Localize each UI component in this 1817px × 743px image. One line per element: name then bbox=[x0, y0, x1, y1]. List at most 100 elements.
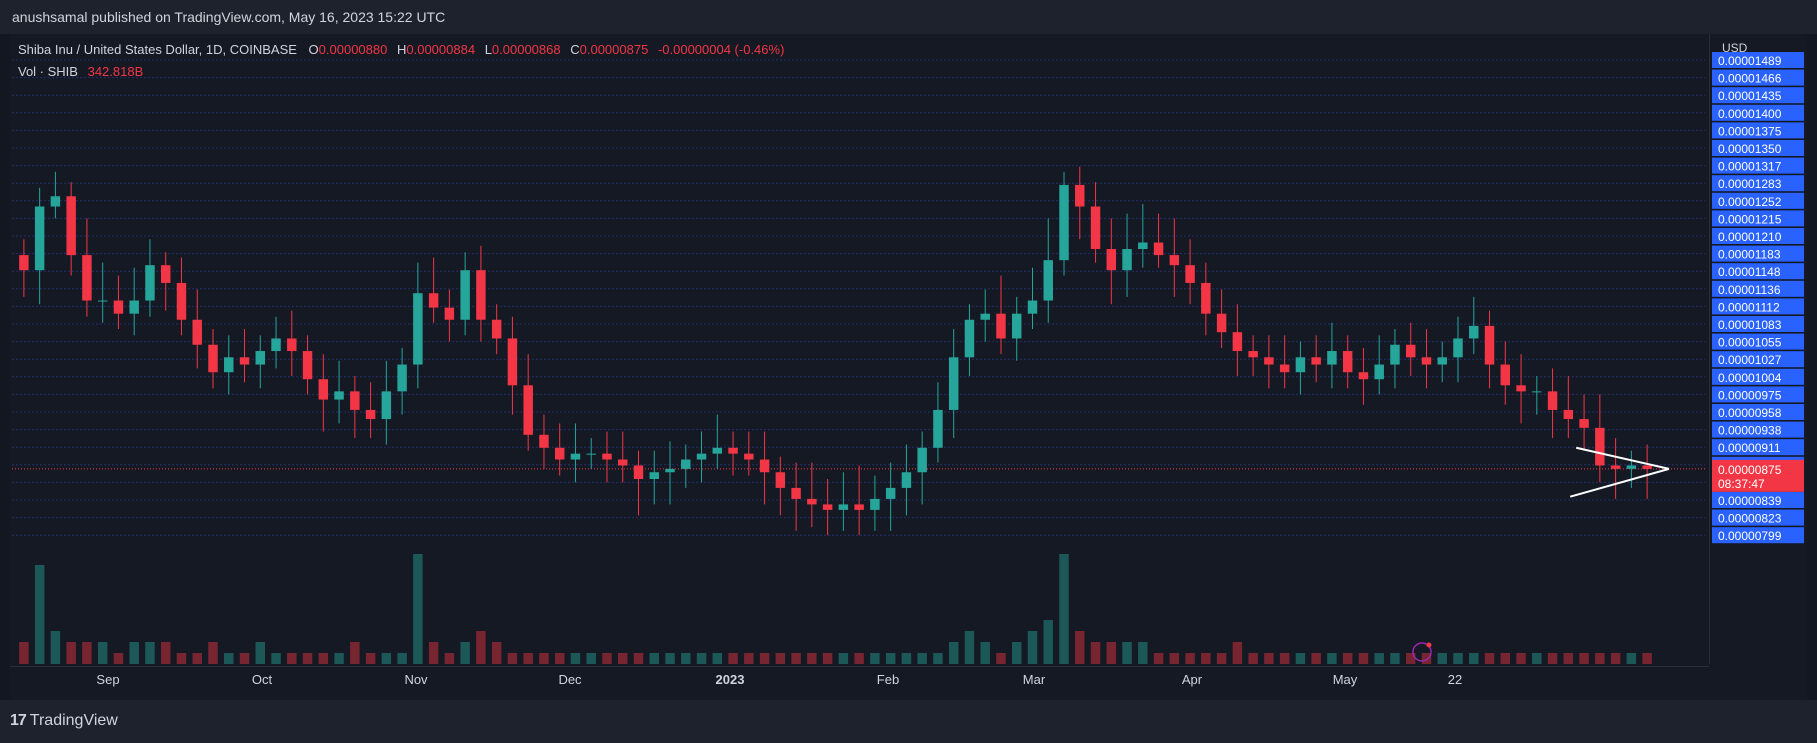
volume-legend[interactable]: Vol · SHIB 342.818B bbox=[18, 64, 143, 79]
candle-body[interactable] bbox=[1579, 419, 1589, 428]
candle-body[interactable] bbox=[1153, 242, 1164, 256]
candle-body[interactable] bbox=[933, 409, 943, 448]
candle-body[interactable] bbox=[1547, 391, 1558, 410]
candle-body[interactable] bbox=[1626, 465, 1637, 469]
candle-body[interactable] bbox=[554, 447, 565, 460]
candle-body[interactable] bbox=[334, 391, 344, 400]
candle-body[interactable] bbox=[444, 307, 455, 320]
symbol-title[interactable]: Shiba Inu / United States Dollar, 1D, CO… bbox=[18, 42, 297, 57]
candle-body[interactable] bbox=[476, 270, 486, 320]
candle-body[interactable] bbox=[681, 459, 691, 469]
candle-body[interactable] bbox=[1012, 313, 1022, 339]
candle-body[interactable] bbox=[1279, 364, 1290, 373]
candle-body[interactable] bbox=[208, 344, 218, 373]
candle-body[interactable] bbox=[996, 313, 1006, 339]
candle-body[interactable] bbox=[1516, 385, 1526, 392]
candle-body[interactable] bbox=[1405, 344, 1416, 358]
candle-body[interactable] bbox=[586, 453, 596, 455]
candle-body[interactable] bbox=[1642, 465, 1652, 469]
candle-body[interactable] bbox=[1264, 357, 1274, 365]
candle-body[interactable] bbox=[948, 357, 959, 410]
candle-body[interactable] bbox=[397, 364, 407, 392]
candle-body[interactable] bbox=[428, 293, 439, 308]
candle-body[interactable] bbox=[728, 447, 738, 454]
lightning-icon[interactable] bbox=[1412, 642, 1432, 662]
candle-body[interactable] bbox=[460, 270, 470, 320]
candle-body[interactable] bbox=[1469, 325, 1479, 339]
candle-body[interactable] bbox=[1106, 249, 1117, 271]
candle-body[interactable] bbox=[539, 434, 549, 448]
candle-body[interactable] bbox=[602, 453, 612, 460]
candle-body[interactable] bbox=[1595, 427, 1605, 466]
candle-body[interactable] bbox=[1421, 357, 1432, 365]
candle-body[interactable] bbox=[901, 472, 912, 488]
candle-body[interactable] bbox=[1327, 351, 1337, 365]
candle-body[interactable] bbox=[255, 351, 266, 365]
candle-body[interactable] bbox=[1358, 372, 1369, 380]
triangle-upper-line[interactable] bbox=[1575, 446, 1670, 470]
candle-body[interactable] bbox=[1059, 184, 1069, 261]
candle-body[interactable] bbox=[822, 504, 833, 510]
candle-body[interactable] bbox=[1563, 409, 1574, 420]
candle-body[interactable] bbox=[980, 313, 990, 320]
candle-body[interactable] bbox=[1248, 351, 1258, 358]
candle-body[interactable] bbox=[1201, 282, 1211, 314]
candle-body[interactable] bbox=[1437, 357, 1447, 365]
candle-body[interactable] bbox=[1169, 255, 1180, 266]
candle-body[interactable] bbox=[1185, 265, 1195, 283]
candle-body[interactable] bbox=[1232, 332, 1243, 352]
symbol-legend[interactable]: Shiba Inu / United States Dollar, 1D, CO… bbox=[18, 42, 784, 57]
candle-body[interactable] bbox=[145, 265, 155, 301]
candle-body[interactable] bbox=[1374, 364, 1384, 380]
candle-body[interactable] bbox=[350, 391, 360, 410]
candle-body[interactable] bbox=[1216, 313, 1227, 333]
candle-body[interactable] bbox=[523, 385, 533, 435]
candle-body[interactable] bbox=[1532, 391, 1542, 393]
candle-body[interactable] bbox=[1453, 338, 1463, 358]
candle-body[interactable] bbox=[50, 196, 61, 207]
candle-body[interactable] bbox=[570, 453, 581, 460]
candle-body[interactable] bbox=[1342, 351, 1353, 373]
candle-body[interactable] bbox=[1090, 206, 1101, 250]
candle-body[interactable] bbox=[1390, 344, 1400, 365]
tradingview-logo[interactable]: 17 TradingView bbox=[10, 712, 118, 730]
candle-body[interactable] bbox=[870, 498, 880, 510]
candle-body[interactable] bbox=[854, 504, 864, 510]
candle-body[interactable] bbox=[176, 282, 187, 320]
candle-body[interactable] bbox=[19, 255, 29, 271]
candle-body[interactable] bbox=[365, 409, 376, 420]
candle-body[interactable] bbox=[224, 357, 234, 373]
candle-body[interactable] bbox=[1027, 300, 1038, 314]
candle-body[interactable] bbox=[696, 453, 707, 460]
candle-body[interactable] bbox=[917, 447, 927, 473]
candle-body[interactable] bbox=[649, 472, 659, 480]
candle-body[interactable] bbox=[1075, 184, 1085, 207]
triangle-lower-line[interactable] bbox=[1569, 467, 1670, 498]
candle-body[interactable] bbox=[413, 293, 423, 365]
candle-body[interactable] bbox=[633, 465, 644, 480]
candle-body[interactable] bbox=[1610, 465, 1621, 469]
candle-body[interactable] bbox=[192, 319, 202, 345]
candle-body[interactable] bbox=[885, 487, 896, 499]
candle-body[interactable] bbox=[287, 338, 297, 352]
candle-body[interactable] bbox=[1043, 260, 1053, 301]
candle-body[interactable] bbox=[381, 391, 392, 420]
candle-body[interactable] bbox=[1484, 325, 1495, 365]
candle-body[interactable] bbox=[618, 459, 628, 466]
candle-body[interactable] bbox=[759, 459, 770, 473]
candle-body[interactable] bbox=[34, 206, 45, 271]
candle-body[interactable] bbox=[791, 487, 801, 499]
candle-body[interactable] bbox=[271, 338, 281, 352]
candle-body[interactable] bbox=[113, 300, 124, 314]
candle-body[interactable] bbox=[1295, 357, 1306, 373]
candle-body[interactable] bbox=[964, 319, 975, 358]
candle-body[interactable] bbox=[807, 498, 817, 505]
candle-body[interactable] bbox=[775, 472, 786, 488]
candle-body[interactable] bbox=[160, 265, 171, 283]
candle-body[interactable] bbox=[1500, 364, 1511, 386]
candle-body[interactable] bbox=[318, 379, 329, 400]
candle-body[interactable] bbox=[838, 504, 849, 510]
candle-body[interactable] bbox=[1122, 249, 1132, 271]
candle-body[interactable] bbox=[491, 319, 502, 339]
candle-body[interactable] bbox=[1138, 242, 1148, 250]
